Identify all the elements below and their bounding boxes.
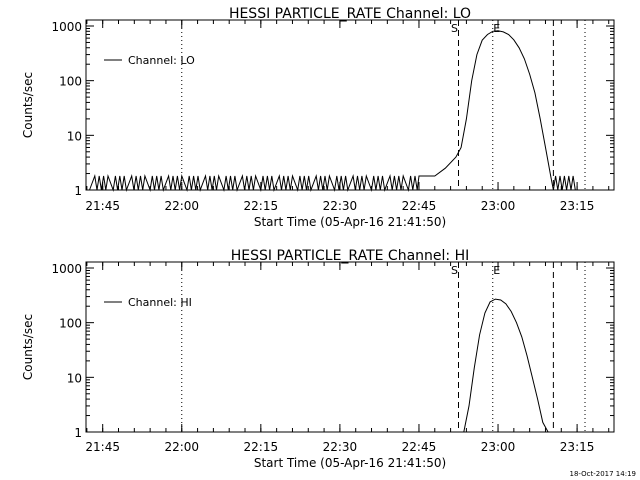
legend-label: Channel: LO <box>128 54 195 67</box>
panel-lo: HESSI PARTICLE_RATE Channel: LO Counts/se… <box>21 6 615 229</box>
x-tick-label: 23:15 <box>560 199 595 213</box>
y-tick-label: 1000 <box>51 20 82 34</box>
plot-frame <box>85 261 615 433</box>
x-tick-label: 21:45 <box>85 199 120 213</box>
x-tick-label: 22:00 <box>164 440 199 454</box>
event-marker-label: S <box>451 22 458 35</box>
y-axis-label: Counts/sec <box>21 314 35 380</box>
x-tick-label: 23:00 <box>481 199 516 213</box>
x-tick-label: 22:15 <box>244 199 279 213</box>
y-tick-label: 1 <box>74 426 82 440</box>
event-marker-label: E <box>493 22 500 35</box>
y-tick-label: 10 <box>67 371 82 385</box>
series-line-hi <box>463 298 549 433</box>
event-marker-label: S <box>451 264 458 277</box>
x-tick-label: 21:45 <box>85 440 120 454</box>
x-axis-label: Start Time (05-Apr-16 21:41:50) <box>254 215 446 229</box>
y-tick-label: 100 <box>59 75 82 89</box>
x-tick-label: 22:30 <box>323 199 358 213</box>
x-tick-label: 23:00 <box>481 440 516 454</box>
y-axis-label: Counts/sec <box>21 72 35 138</box>
x-tick-label: 22:30 <box>323 440 358 454</box>
x-tick-label: 22:00 <box>164 199 199 213</box>
chart-title: HESSI PARTICLE_RATE Channel: LO <box>229 6 471 22</box>
y-tick-label: 100 <box>59 317 82 331</box>
x-tick-label: 22:45 <box>402 199 437 213</box>
series-line-lo <box>89 30 576 192</box>
legend-label: Channel: HI <box>128 296 192 309</box>
x-tick-label: 22:15 <box>244 440 279 454</box>
y-tick-label: 1 <box>74 184 82 198</box>
event-marker-label: E <box>493 264 500 277</box>
x-axis-label: Start Time (05-Apr-16 21:41:50) <box>254 456 446 470</box>
plot-frame <box>85 19 615 191</box>
panel-hi: HESSI PARTICLE_RATE Channel: HI Counts/se… <box>21 248 615 470</box>
chart-title: HESSI PARTICLE_RATE Channel: HI <box>231 248 469 264</box>
x-tick-label: 23:15 <box>560 440 595 454</box>
y-tick-label: 1000 <box>51 262 82 276</box>
x-tick-label: 22:45 <box>402 440 437 454</box>
y-tick-label: 10 <box>67 129 82 143</box>
generated-timestamp: 18-Oct-2017 14:19 <box>570 470 636 478</box>
